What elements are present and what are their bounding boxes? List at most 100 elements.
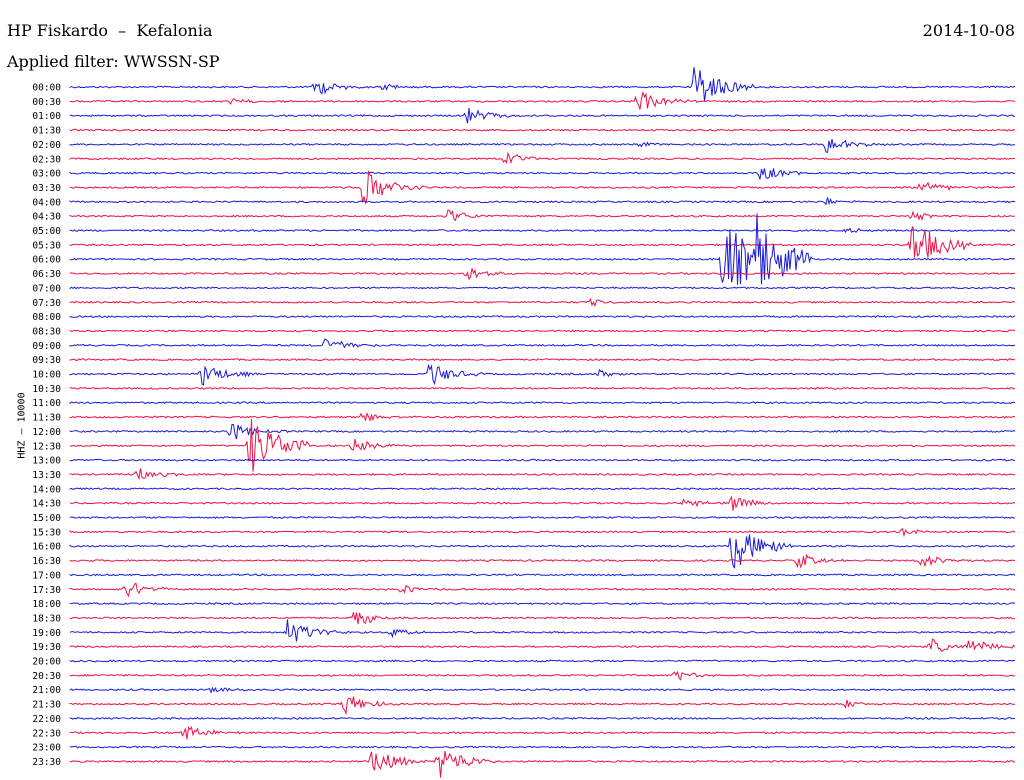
trace-0830 (69, 329, 1016, 333)
time-tick-label: 01:30 (32, 126, 61, 137)
time-tick-label: 09:00 (32, 341, 61, 352)
time-tick-label: 17:00 (32, 570, 61, 581)
trace-0600 (69, 213, 1016, 285)
trace-0500 (69, 227, 1016, 234)
trace-0800 (69, 315, 1016, 319)
trace-2230 (69, 725, 1016, 740)
trace-1000 (69, 363, 1016, 386)
trace-2030 (69, 670, 1016, 681)
time-tick-label: 03:30 (32, 183, 61, 194)
trace-1700 (69, 573, 1016, 577)
time-tick-label: 10:30 (32, 384, 61, 395)
time-tick-label: 18:30 (32, 613, 61, 624)
trace-0630 (69, 268, 1016, 281)
time-tick-label: 11:30 (32, 413, 61, 424)
time-tick-label: 20:00 (32, 657, 61, 668)
trace-0700 (69, 286, 1016, 290)
trace-1900 (69, 619, 1016, 642)
time-tick-label: 04:30 (32, 212, 61, 223)
trace-2000 (69, 659, 1016, 663)
time-tick-label: 11:00 (32, 398, 61, 409)
trace-1030 (69, 386, 1016, 390)
trace-1330 (69, 468, 1016, 481)
time-tick-label: 17:30 (32, 585, 61, 596)
time-tick-label: 22:30 (32, 728, 61, 739)
time-tick-label: 04:00 (32, 197, 61, 208)
trace-0730 (69, 297, 1016, 308)
trace-2130 (69, 696, 1016, 716)
time-tick-label: 13:00 (32, 456, 61, 467)
time-tick-label: 07:30 (32, 298, 61, 309)
trace-1100 (69, 401, 1016, 405)
time-tick-label: 22:00 (32, 714, 61, 725)
trace-1200 (69, 423, 1016, 440)
trace-0400 (69, 197, 1016, 206)
time-tick-label: 07:00 (32, 283, 61, 294)
trace-0330 (69, 171, 1016, 205)
station-title: HP Fiskardo – Kefalonia (7, 21, 213, 40)
trace-0130 (69, 128, 1016, 132)
trace-2200 (69, 716, 1016, 720)
date-label: 2014-10-08 (922, 21, 1015, 40)
trace-0300 (69, 168, 1016, 180)
time-tick-label: 05:30 (32, 240, 61, 251)
time-tick-label: 00:00 (32, 83, 61, 94)
trace-0030 (69, 90, 1016, 110)
trace-0930 (69, 358, 1016, 362)
time-tick-label: 02:00 (32, 140, 61, 151)
time-tick-label: 21:00 (32, 685, 61, 696)
time-tick-label: 18:00 (32, 599, 61, 610)
trace-1430 (69, 495, 1016, 511)
time-tick-label: 14:00 (32, 484, 61, 495)
time-tick-label: 01:00 (32, 111, 61, 122)
filter-label: Applied filter: WWSSN-SP (7, 52, 220, 71)
trace-0200 (69, 139, 1016, 154)
trace-0430 (69, 209, 1016, 222)
trace-0900 (69, 338, 1016, 349)
time-tick-label: 06:30 (32, 269, 61, 280)
time-tick-label: 02:30 (32, 154, 61, 165)
trace-0100 (69, 108, 1016, 124)
trace-1830 (69, 612, 1015, 625)
trace-1130 (69, 411, 1015, 422)
time-tick-label: 00:30 (32, 97, 61, 108)
trace-1730 (69, 582, 1016, 598)
time-tick-label: 03:00 (32, 169, 61, 180)
trace-1300 (69, 458, 1016, 462)
trace-1800 (69, 602, 1016, 606)
time-tick-label: 21:30 (32, 700, 61, 711)
time-tick-label: 06:00 (32, 255, 61, 266)
time-tick-label: 12:00 (32, 427, 61, 438)
time-tick-label: 09:30 (32, 355, 61, 366)
time-tick-label: 19:30 (32, 642, 61, 653)
time-tick-label: 08:30 (32, 326, 61, 337)
trace-1500 (69, 516, 1016, 520)
trace-0000 (69, 67, 1016, 102)
time-tick-label: 15:30 (32, 527, 61, 538)
trace-0230 (69, 151, 1016, 165)
time-tick-label: 10:00 (32, 370, 61, 381)
trace-2330 (69, 750, 1016, 778)
time-tick-label: 13:30 (32, 470, 61, 481)
time-tick-label: 23:00 (32, 743, 61, 754)
time-tick-label: 08:00 (32, 312, 61, 323)
time-tick-label: 16:30 (32, 556, 61, 567)
time-tick-label: 20:30 (32, 671, 61, 682)
trace-1930 (69, 638, 1016, 652)
trace-1600 (69, 534, 1015, 569)
time-tick-label: 16:00 (32, 542, 61, 553)
time-tick-label: 14:30 (32, 499, 61, 510)
trace-1630 (69, 553, 1015, 569)
trace-1530 (69, 527, 1016, 538)
time-tick-label: 12:30 (32, 441, 61, 452)
time-tick-label: 23:30 (32, 757, 61, 768)
trace-2300 (69, 745, 1016, 749)
time-tick-label: 19:00 (32, 628, 61, 639)
time-tick-label: 15:00 (32, 513, 61, 524)
time-tick-label: 05:00 (32, 226, 61, 237)
trace-1400 (69, 487, 1016, 491)
trace-0530 (69, 226, 1016, 258)
trace-2100 (69, 686, 1016, 694)
trace-1230 (69, 419, 1016, 472)
